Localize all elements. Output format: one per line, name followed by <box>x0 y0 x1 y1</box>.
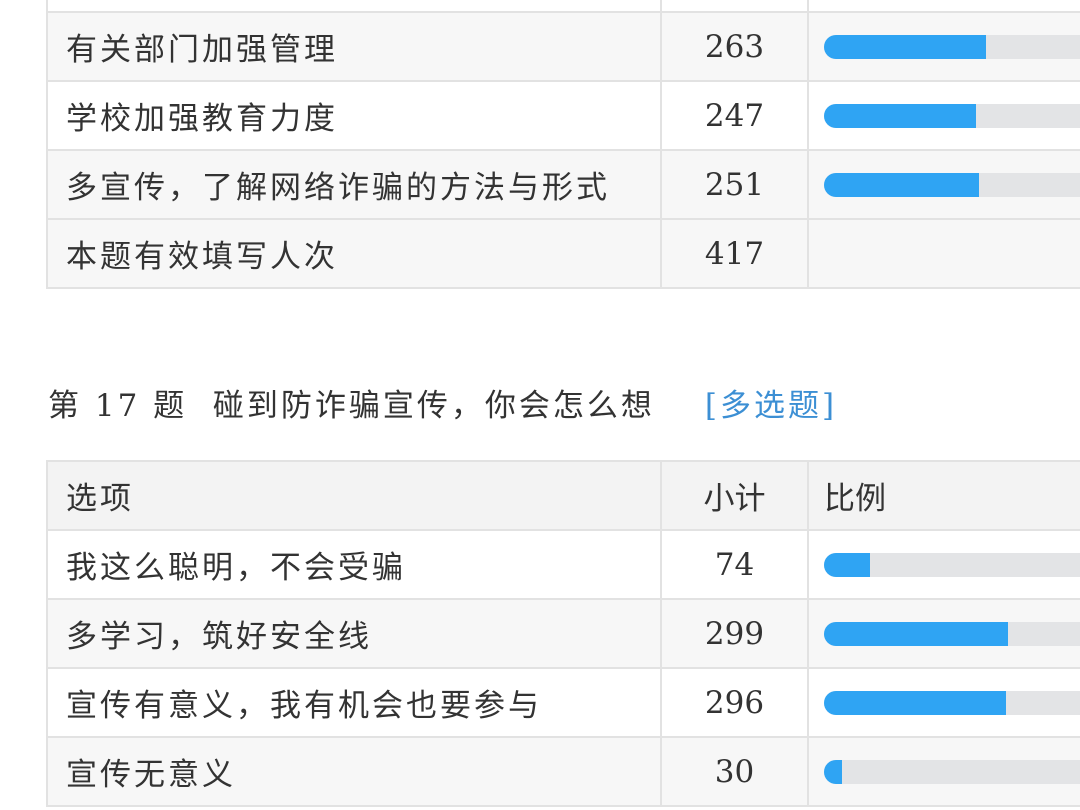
table-row: 多宣传，了解网络诈骗的方法与形式 251 <box>46 149 1080 220</box>
option-count: 299 <box>660 598 809 669</box>
option-label: 宣传无意义 <box>46 736 662 807</box>
table-row: 宣传无意义 30 <box>46 736 1080 807</box>
option-count: 296 <box>660 667 809 738</box>
option-count: 74 <box>660 529 809 600</box>
table-row: 我这么聪明，不会受骗 74 <box>46 529 1080 600</box>
option-count: 251 <box>660 149 809 220</box>
ratio-cell <box>807 80 1080 151</box>
option-label <box>46 0 662 13</box>
ratio-bar-track <box>824 172 1080 197</box>
total-label: 本题有效填写人次 <box>46 218 662 289</box>
ratio-cell <box>807 0 1080 13</box>
ratio-cell <box>807 598 1080 669</box>
option-label: 多宣传，了解网络诈骗的方法与形式 <box>46 149 662 220</box>
ratio-bar-fill <box>824 621 1009 646</box>
ratio-bar-track <box>824 103 1080 128</box>
question-type-link[interactable]: [多选题] <box>704 388 838 424</box>
option-label: 我这么聪明，不会受骗 <box>46 529 662 600</box>
option-count: 263 <box>660 11 809 82</box>
ratio-bar-fill <box>824 172 979 197</box>
header-option: 选项 <box>46 460 662 531</box>
table-row: 宣传有意义，我有机会也要参与 296 <box>46 667 1080 738</box>
header-count: 小计 <box>660 460 809 531</box>
ratio-bar-track <box>824 759 1080 784</box>
option-label: 宣传有意义，我有机会也要参与 <box>46 667 662 738</box>
ratio-bar-fill <box>824 34 987 59</box>
table-row <box>46 0 1080 13</box>
total-count: 417 <box>660 218 809 289</box>
ratio-bar-fill <box>824 759 843 784</box>
total-row: 本题有效填写人次 417 <box>46 218 1080 289</box>
ratio-bar-fill <box>824 690 1007 715</box>
ratio-bar-track <box>824 552 1080 577</box>
question-text: 碰到防诈骗宣传，你会怎么想 <box>212 388 655 424</box>
ratio-bar-track <box>824 690 1080 715</box>
ratio-bar-fill <box>824 103 977 128</box>
ratio-bar-track <box>824 621 1080 646</box>
option-count <box>660 0 809 13</box>
option-label: 多学习，筑好安全线 <box>46 598 662 669</box>
ratio-cell <box>807 667 1080 738</box>
q16-results-table: 有关部门加强管理 263 学校加强教育力度 247 多宣传，了解网络诈骗的方法与… <box>46 0 1080 289</box>
table-row: 有关部门加强管理 263 <box>46 11 1080 82</box>
option-label: 有关部门加强管理 <box>46 11 662 82</box>
ratio-bar-track <box>824 34 1080 59</box>
option-label: 学校加强教育力度 <box>46 80 662 151</box>
option-count: 30 <box>660 736 809 807</box>
header-ratio: 比例 <box>807 460 1080 531</box>
q17-results-table: 选项 小计 比例 我这么聪明，不会受骗 74 多学习，筑好安全线 299 宣传有… <box>46 460 1080 807</box>
option-count: 247 <box>660 80 809 151</box>
ratio-bar-fill <box>824 552 870 577</box>
ratio-cell <box>807 529 1080 600</box>
ratio-cell <box>807 11 1080 82</box>
empty-cell <box>807 218 1080 289</box>
question-number: 第 17 题 <box>48 388 188 424</box>
ratio-cell <box>807 736 1080 807</box>
table-row: 学校加强教育力度 247 <box>46 80 1080 151</box>
table-header-row: 选项 小计 比例 <box>46 460 1080 531</box>
table-row: 多学习，筑好安全线 299 <box>46 598 1080 669</box>
ratio-cell <box>807 149 1080 220</box>
question-17-title: 第 17 题 碰到防诈骗宣传，你会怎么想 [多选题] <box>48 380 837 425</box>
